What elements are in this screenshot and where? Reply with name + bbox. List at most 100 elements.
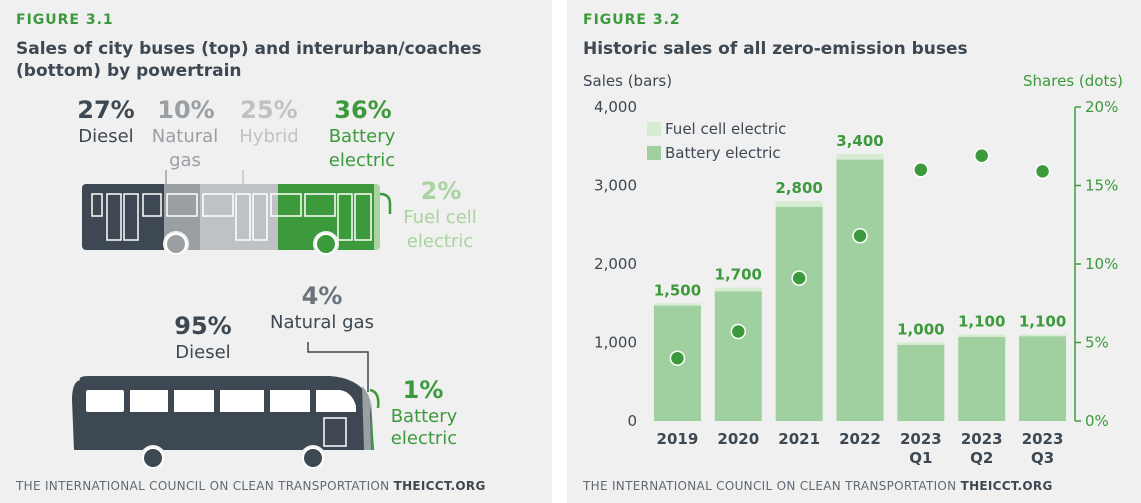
x-tick-label: 2021 [778, 430, 820, 448]
bar-total-label: 2,800 [775, 179, 822, 197]
coach-front-wheel [302, 447, 324, 469]
figure-label: FIGURE 3.2 [583, 12, 681, 28]
y2-tick-label: 15% [1085, 177, 1118, 195]
coach-natural-gas-connector [307, 342, 369, 392]
x-tick-label: 2020 [717, 430, 759, 448]
y2-axis-label: Shares (dots) [1023, 72, 1123, 90]
bar-total-label: 1,700 [715, 266, 762, 284]
city-natural-gas-pct: 10% [157, 96, 215, 124]
city-diesel-label: Diesel [78, 126, 134, 147]
coach-natural-gas-segment [362, 386, 371, 450]
share-dot [669, 350, 686, 366]
footer-site: THEICCT.ORG [393, 479, 486, 493]
x-tick-label: 2023 [1022, 430, 1064, 448]
left-footer: THE INTERNATIONAL COUNCIL ON CLEAN TRANS… [16, 479, 486, 493]
x-tick-label: Q2 [970, 449, 993, 467]
bar-total-label: 1,500 [654, 281, 701, 299]
figure-3-2-panel: FIGURE 3.2 Historic sales of all zero-em… [567, 0, 1141, 503]
share-dot [791, 270, 807, 286]
y-tick-label: 4,000 [594, 98, 637, 116]
city-battery-label-1: Battery [328, 126, 396, 147]
city-mirror [379, 192, 392, 214]
y2-tick-label: 10% [1085, 255, 1118, 273]
bar-fuel-cell-electric [714, 287, 762, 292]
bar-fuel-cell-electric [653, 303, 701, 306]
city-fuel-cell-pct: 2% [420, 177, 462, 205]
y2-tick-label: 5% [1085, 334, 1109, 352]
city-front-wheel [315, 233, 337, 255]
coach-body [72, 376, 374, 450]
zero-emission-bus-chart: Sales (bars) Shares (dots) 0 1,000 2,000 3,… [583, 72, 1123, 467]
figure-title: Sales of city buses (top) and interurban… [16, 39, 482, 81]
coach-illustration [72, 342, 380, 471]
legend-swatch [647, 146, 661, 160]
x-tick-label: 2019 [657, 430, 699, 448]
bar-total-label: 1,000 [897, 321, 944, 339]
share-dot [913, 162, 929, 178]
share-dot [730, 323, 747, 340]
figure-title: Historic sales of all zero-emission buse… [583, 39, 968, 59]
y-tick-label: 2,000 [594, 255, 637, 273]
bar-fuel-cell-electric [1019, 334, 1067, 337]
coach-rear-wheel [142, 447, 164, 469]
bar-fuel-cell-electric [775, 201, 823, 207]
coach-battery-pct: 1% [402, 376, 444, 404]
city-hybrid-pct: 25% [240, 96, 298, 124]
coach-battery-label-1: Battery [390, 406, 458, 427]
city-natural-gas-label-1: Natural [151, 126, 219, 147]
x-tick-label: 2022 [839, 430, 881, 448]
city-diesel-pct: 27% [77, 96, 135, 124]
bar-fuel-cell-electric [958, 334, 1006, 338]
y2-tick-label: 20% [1085, 98, 1118, 116]
coach-mirror [369, 388, 380, 409]
footer-org: THE INTERNATIONAL COUNCIL ON CLEAN TRANS… [16, 479, 390, 493]
y2-tick-label: 0% [1085, 412, 1109, 430]
bar-battery-electric [897, 344, 945, 421]
legend-label: Fuel cell electric [665, 120, 786, 138]
share-dot [1034, 163, 1051, 180]
legend-label: Battery electric [665, 144, 781, 162]
city-hybrid-label: Hybrid [239, 126, 299, 147]
figure-label: FIGURE 3.1 [16, 12, 114, 28]
y-tick-label: 1,000 [594, 334, 637, 352]
city-hybrid-segment [200, 184, 278, 250]
bar-battery-electric [836, 159, 884, 421]
coach-natural-gas-pct: 4% [301, 282, 343, 310]
y-tick-label: 3,000 [594, 177, 637, 195]
city-diesel-segment [82, 184, 164, 250]
city-natural-gas-label-2: gas [169, 150, 201, 171]
footer-org: THE INTERNATIONAL COUNCIL ON CLEAN TRANS… [583, 479, 957, 493]
bar-battery-electric [714, 291, 762, 421]
figure-3-1-panel: FIGURE 3.1 Sales of city buses (top) and… [0, 0, 552, 503]
bar-battery-electric [958, 337, 1006, 421]
share-dot [852, 227, 868, 244]
bar-total-label: 1,100 [1019, 313, 1066, 331]
bar-fuel-cell-electric [836, 154, 884, 160]
x-tick-label: 2023 [961, 430, 1003, 448]
x-tick-label: 2023 [900, 430, 942, 448]
bar-battery-electric [775, 206, 823, 421]
bar-fuel-cell-electric [897, 342, 945, 345]
coach-diesel-pct: 95% [174, 312, 232, 340]
coach-diesel-label: Diesel [175, 342, 231, 363]
coach-natural-gas-label: Natural gas [270, 312, 374, 333]
right-footer: THE INTERNATIONAL COUNCIL ON CLEAN TRANS… [583, 479, 1053, 493]
city-battery-label-2: electric [328, 150, 396, 171]
city-fuel-cell-label-1: Fuel cell [403, 207, 477, 228]
coach-battery-label-2: electric [390, 428, 458, 449]
bar-total-label: 1,100 [958, 313, 1005, 331]
city-fuel-cell-label-2: electric [406, 231, 474, 252]
city-rear-wheel [165, 233, 187, 255]
x-tick-label: Q3 [1031, 449, 1054, 467]
city-battery-pct: 36% [334, 96, 392, 124]
legend-swatch [647, 122, 661, 136]
y-axis-label: Sales (bars) [583, 72, 672, 90]
city-bus-illustration [82, 170, 392, 257]
city-fuel-cell-segment [374, 184, 380, 250]
bar-battery-electric [1019, 336, 1067, 421]
footer-site: THEICCT.ORG [960, 479, 1053, 493]
y-tick-label: 0 [627, 412, 637, 430]
coach-battery-segment [371, 400, 374, 450]
x-tick-label: Q1 [909, 449, 932, 467]
share-dot [973, 147, 990, 164]
